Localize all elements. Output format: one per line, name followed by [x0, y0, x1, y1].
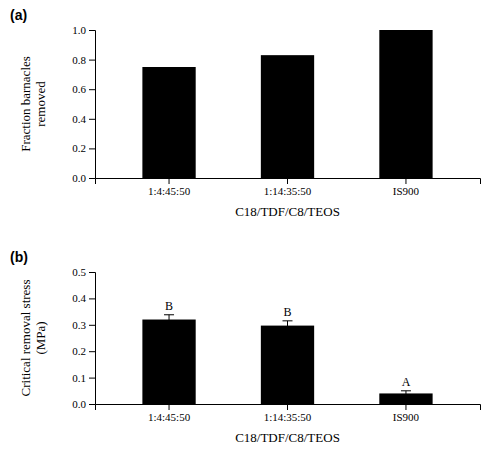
axis-line — [89, 31, 96, 179]
y-tick: 0.3 — [72, 319, 95, 331]
tick-mark — [89, 178, 95, 179]
y-tick: 0.0 — [72, 398, 95, 410]
tick-label: 0.2 — [72, 142, 86, 154]
tick-label: IS900 — [393, 185, 420, 197]
y-tick: 0.2 — [72, 345, 95, 357]
tick-label: 0.0 — [72, 398, 86, 410]
tick-label: IS900 — [393, 411, 420, 423]
axis-line — [89, 273, 96, 405]
panel-label: (a) — [10, 7, 27, 23]
panel-label: (b) — [10, 249, 28, 265]
tick-label: 0.8 — [72, 54, 86, 66]
tick-mark — [405, 178, 406, 184]
y-tick: 1.0 — [72, 24, 95, 36]
plot-area — [142, 30, 432, 178]
error-bar-stem — [405, 391, 406, 396]
x-tick: IS900 — [393, 404, 420, 423]
y-tick: 0.4 — [72, 113, 95, 125]
tick-mark — [89, 148, 95, 149]
tick-mark — [89, 298, 95, 299]
tick-mark — [89, 378, 95, 379]
tick-mark — [405, 404, 406, 410]
x-tick: 1:4:45:50 — [148, 404, 191, 423]
error-bar-cap — [401, 396, 411, 397]
x-tick: 1:4:45:50 — [148, 178, 191, 197]
x-axis: 1:4:45:50 1:14:35:50 IS900 — [96, 178, 481, 197]
error-bar-cap — [164, 314, 174, 315]
y-tick: 0.2 — [72, 142, 95, 154]
error-bar-cap — [283, 330, 293, 331]
annotation: B — [283, 305, 291, 319]
error-bar-stem — [287, 321, 288, 331]
tick-mark — [169, 178, 170, 184]
panel: BBA1:4:45:501:14:35:50IS9000.00.10.20.30… — [18, 266, 481, 445]
y-tick: 0.4 — [72, 292, 95, 304]
error-bar — [283, 321, 293, 331]
plot-area — [142, 315, 432, 404]
tick-label: 0.4 — [72, 113, 86, 125]
tick-label: 0.0 — [72, 172, 86, 184]
error-bar-cap — [283, 320, 293, 321]
y-tick: 0.1 — [72, 372, 95, 384]
y-tick: 0.5 — [72, 266, 95, 278]
x-tick: 1:14:35:50 — [264, 404, 312, 423]
x-axis-title: C18/TDF/C8/TEOS — [235, 430, 340, 445]
tick-label: 1:4:45:50 — [148, 185, 191, 197]
chart: 1:4:45:50 1:14:35:50 IS900 0.0 0.2 0.4 0.6 0.8 1… — [0, 0, 500, 472]
axis-line — [96, 405, 481, 411]
bar — [261, 55, 314, 178]
x-axis: 1:4:45:50 1:14:35:50 IS900 — [96, 404, 481, 423]
tick-label: 1.0 — [72, 24, 86, 36]
tick-label: 0.6 — [72, 83, 86, 95]
error-bar — [164, 315, 174, 325]
error-bar — [401, 391, 411, 396]
tick-label: 0.1 — [72, 372, 86, 384]
tick-mark — [287, 404, 288, 410]
tick-mark — [89, 89, 95, 90]
y-axis: 0.0 0.2 0.4 0.6 0.8 1.0 — [72, 24, 95, 184]
tick-mark — [89, 351, 95, 352]
tick-mark — [287, 178, 288, 184]
y-tick: 0.8 — [72, 54, 95, 66]
tick-mark — [89, 272, 95, 273]
x-tick: 1:14:35:50 — [264, 178, 312, 197]
tick-mark — [89, 119, 95, 120]
y-axis-title: Critical removal stress(MPa) — [18, 280, 48, 397]
y-tick: 0.0 — [72, 172, 95, 184]
tick-label: 1:4:45:50 — [148, 411, 191, 423]
x-tick: IS900 — [393, 178, 420, 197]
error-bar-stem — [169, 315, 170, 325]
bar — [261, 326, 314, 404]
y-axis-title: Fraction barnaclesremoved — [18, 56, 48, 152]
tick-mark — [89, 325, 95, 326]
annotation: B — [165, 299, 173, 313]
axis-line — [96, 179, 481, 185]
annotation: A — [402, 375, 411, 389]
tick-label: 0.4 — [72, 292, 86, 304]
error-bar-cap — [164, 324, 174, 325]
tick-mark — [169, 404, 170, 410]
tick-mark — [89, 30, 95, 31]
tick-mark — [89, 60, 95, 61]
bar — [379, 30, 432, 178]
panel: 1:4:45:50 1:14:35:50 IS900 0.0 0.2 0.4 0.6 0.8 1… — [18, 24, 481, 219]
bar — [142, 67, 195, 178]
tick-label: 0.2 — [72, 345, 86, 357]
tick-mark — [89, 404, 95, 405]
tick-label: 0.3 — [72, 319, 86, 331]
tick-label: 0.5 — [72, 266, 86, 278]
error-bar-cap — [401, 390, 411, 391]
tick-label: 1:14:35:50 — [264, 185, 312, 197]
tick-label: 1:14:35:50 — [264, 411, 312, 423]
y-tick: 0.6 — [72, 83, 95, 95]
y-axis: 0.0 0.1 0.2 0.3 0.4 0.5 — [72, 266, 95, 410]
bar — [142, 320, 195, 404]
x-axis-title: C18/TDF/C8/TEOS — [235, 204, 340, 219]
